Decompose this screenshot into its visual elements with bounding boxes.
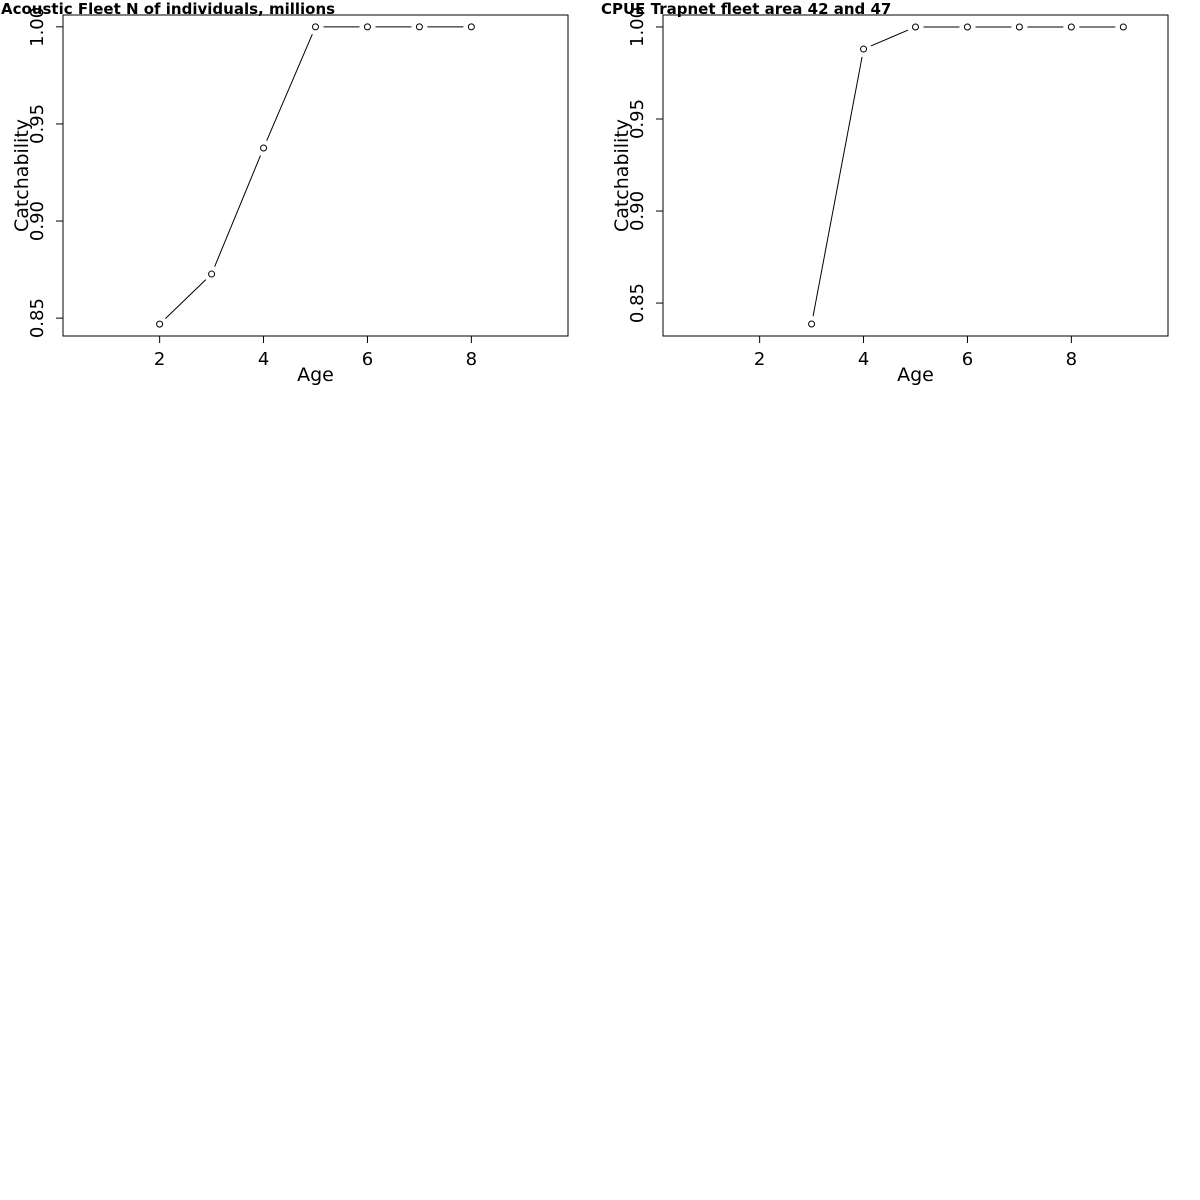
x-tick-label: 4 [858,349,869,370]
x-tick-label: 2 [154,349,165,370]
point [260,144,268,152]
point [415,23,423,31]
x-tick-label: 2 [754,349,765,370]
y-tick-label: 0.85 [27,298,48,338]
point [963,23,971,31]
chart-title: CPUE Trapnet fleet area 42 and 47 [601,0,891,18]
point [1067,23,1075,31]
point [1119,23,1127,31]
point [312,23,319,31]
point [363,23,371,31]
x-tick-label: 6 [962,349,973,370]
point [156,320,164,328]
y-tick-label: 0.90 [27,201,48,241]
point [467,23,475,31]
line-segment [812,56,863,317]
x-axis-label: Age [897,364,934,386]
y-tick-label: 1.00 [27,7,48,47]
line-segment [870,29,909,47]
y-tick-label: 0.95 [627,99,648,139]
point [208,270,216,278]
x-axis-label: Age [297,364,334,386]
y-axis-label: Catchability [11,119,33,232]
point [912,23,919,31]
plot-frame [662,14,1169,337]
y-tick-label: 0.95 [27,104,48,144]
x-tick-label: 4 [258,349,269,370]
y-axis-label: Catchability [611,119,633,232]
point [808,320,816,328]
line-segment [266,34,313,141]
line-segment [214,155,261,267]
line-segment [165,279,207,319]
point [1015,23,1023,31]
y-tick-label: 0.90 [627,191,648,231]
y-tick-label: 1.00 [627,7,648,47]
point [860,45,868,53]
x-tick-label: 6 [362,349,373,370]
chart-title: Acoustic Fleet N of individuals, million… [1,0,335,18]
x-tick-label: 8 [1066,349,1077,370]
x-tick-label: 8 [466,349,477,370]
plot-frame [62,14,569,337]
y-tick-label: 0.85 [627,283,648,323]
